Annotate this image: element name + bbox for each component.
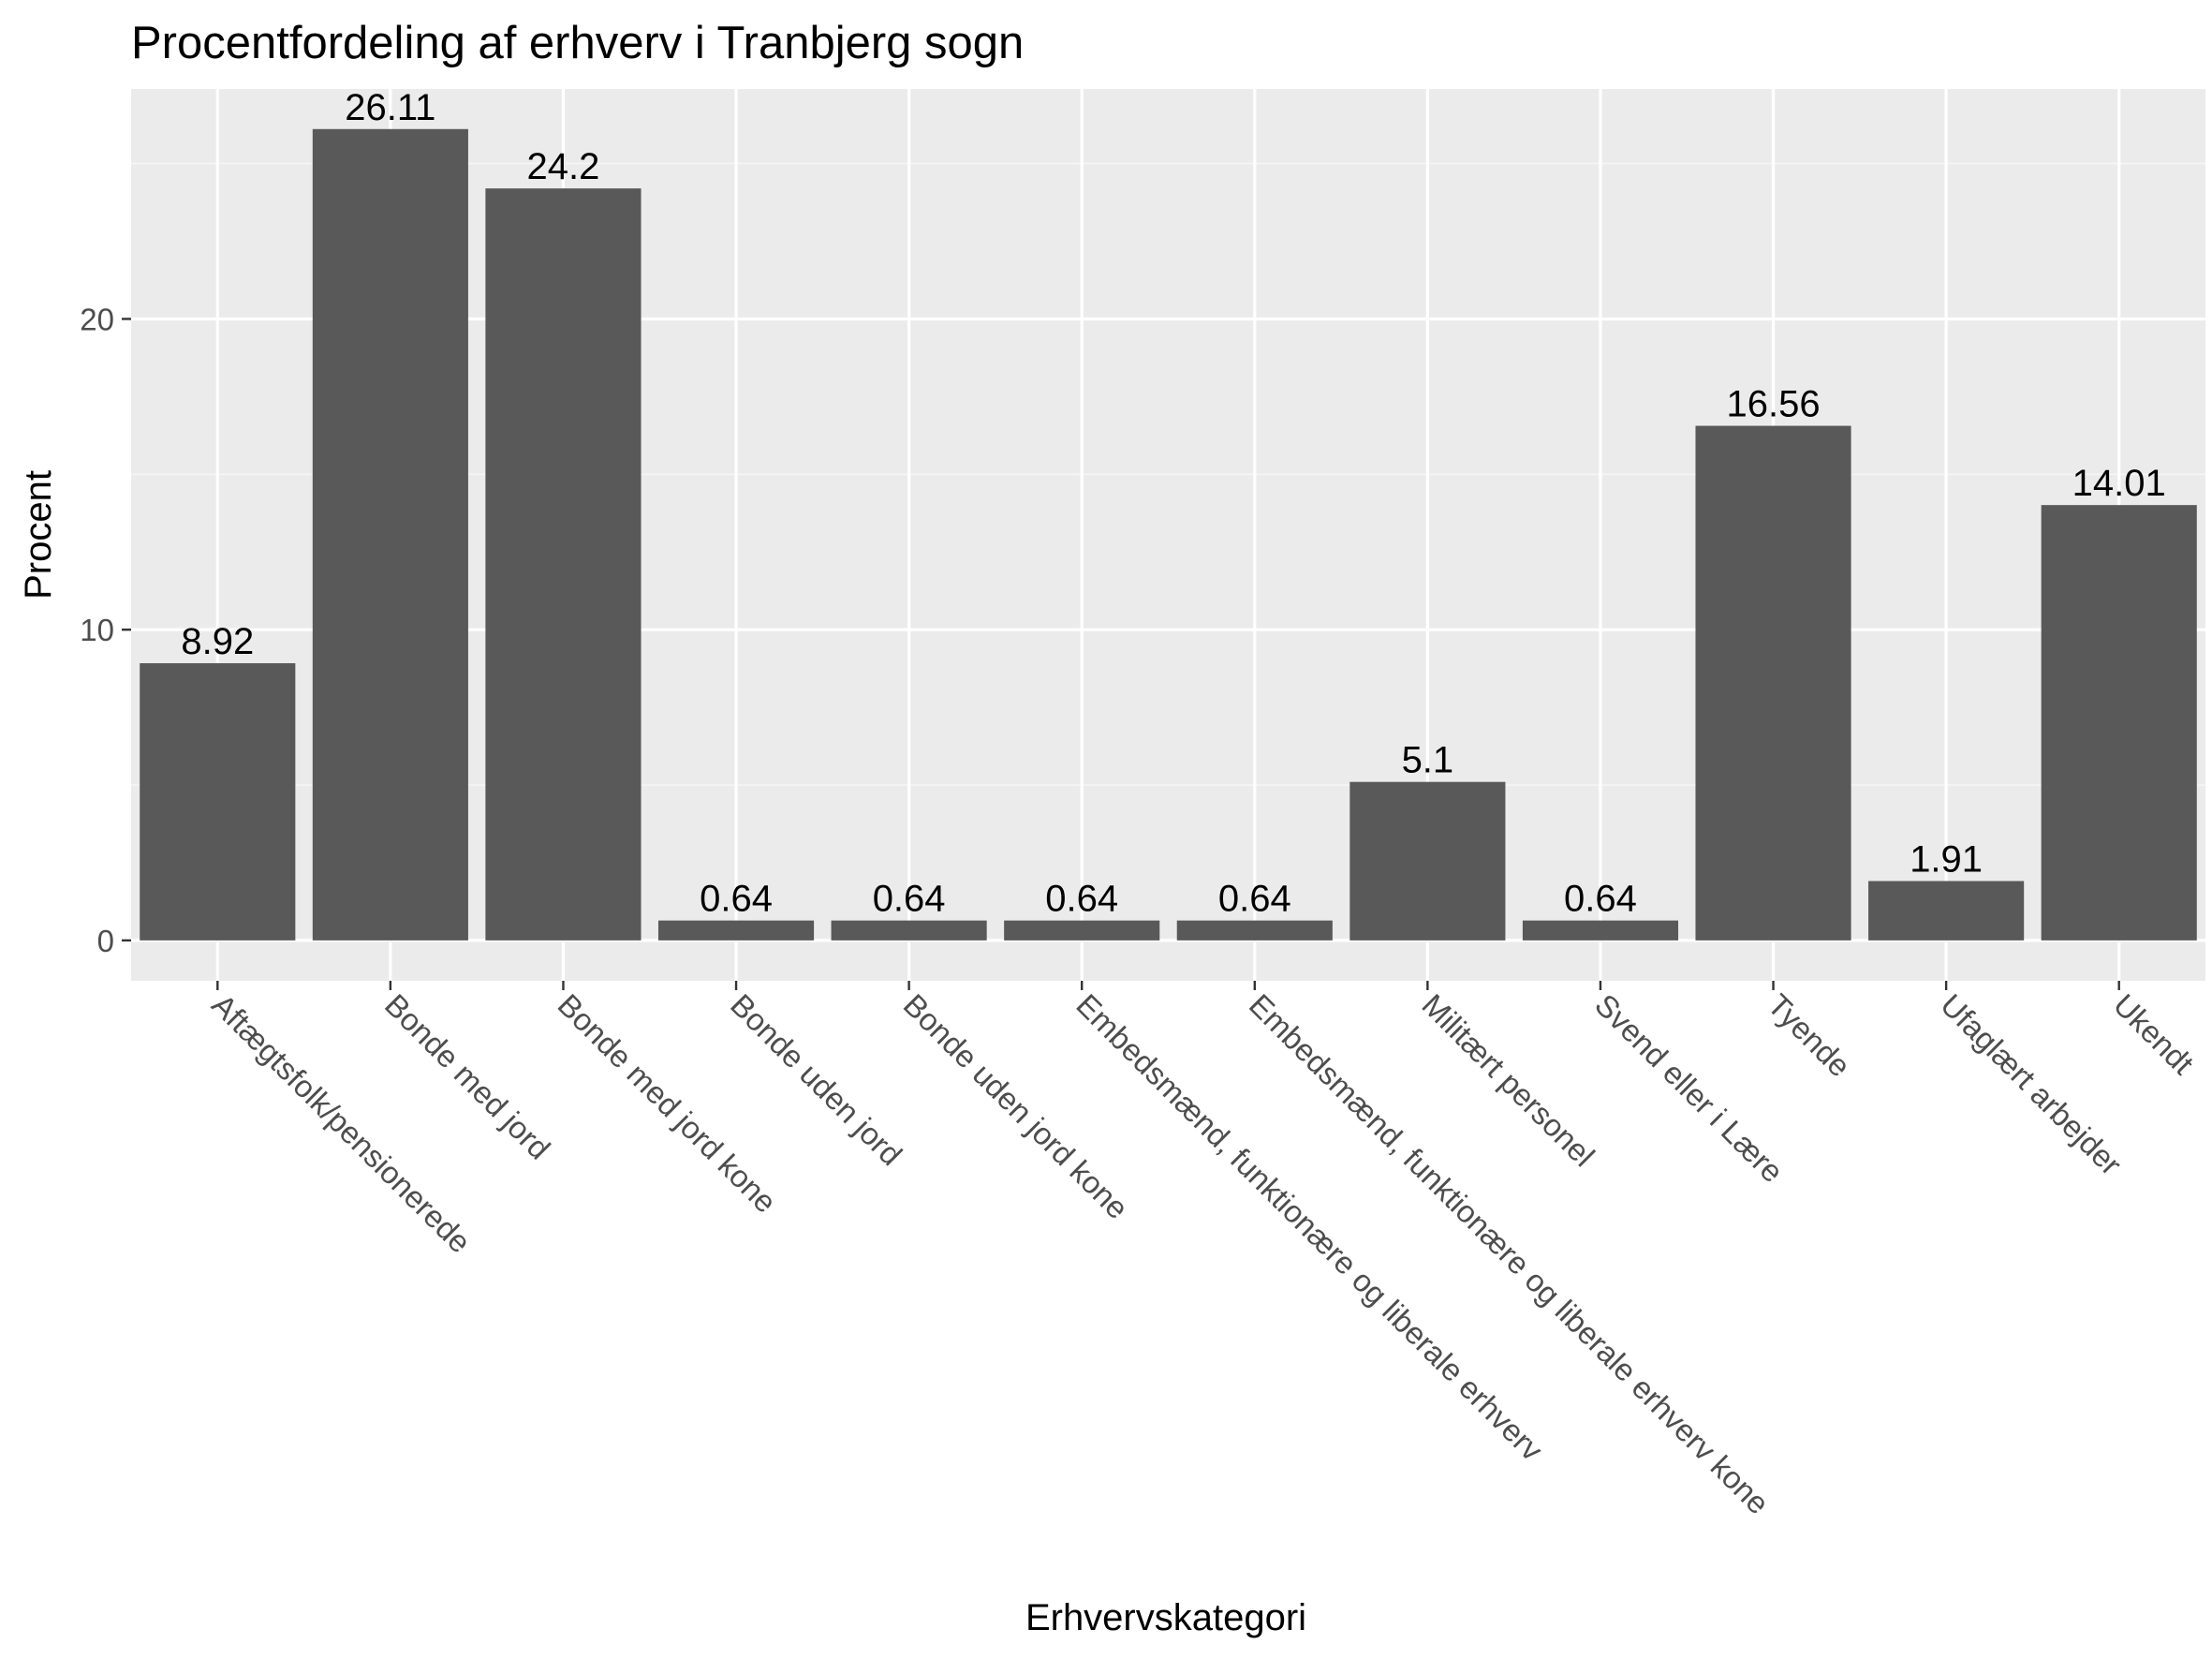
bar xyxy=(1004,920,1160,941)
bar-value-label: 14.01 xyxy=(2072,463,2166,504)
bar-value-label: 16.56 xyxy=(1726,384,1820,425)
x-tick-label: Bonde med jord xyxy=(378,987,557,1166)
y-tick-label: 0 xyxy=(97,924,114,958)
bar-value-label: 0.64 xyxy=(1218,879,1291,920)
bars xyxy=(140,128,2197,941)
bar xyxy=(312,128,468,941)
bar-value-label: 0.64 xyxy=(1564,879,1637,920)
bar-value-label: 5.1 xyxy=(1402,740,1454,781)
x-tick-label: Tyende xyxy=(1762,987,1858,1084)
bar xyxy=(140,662,296,941)
y-tick-label: 10 xyxy=(80,613,114,647)
x-tick-label: Militært personel xyxy=(1415,987,1601,1174)
bar-value-label: 0.64 xyxy=(1045,879,1118,920)
bar-value-label: 0.64 xyxy=(873,879,946,920)
chart-title: Procentfordeling af erhverv i Tranbjerg … xyxy=(131,18,1024,68)
minor-gridlines xyxy=(131,162,2205,786)
bar-value-label: 26.11 xyxy=(345,87,435,128)
bar xyxy=(1695,425,1851,941)
y-tick-label: 20 xyxy=(80,302,114,336)
x-tick-label: Bonde uden jord xyxy=(724,987,908,1172)
bar xyxy=(657,920,815,941)
bar xyxy=(1868,881,2025,941)
bar xyxy=(2041,505,2197,941)
bar xyxy=(1522,920,1679,941)
x-tick-label: Ukendt xyxy=(2107,987,2201,1081)
x-axis-title: Erhvervskategori xyxy=(1025,1597,1306,1638)
x-tick-label: Ufaglært arbejder xyxy=(1934,987,2129,1182)
plot-panel xyxy=(131,89,2205,981)
bar-value-label: 0.64 xyxy=(700,879,773,920)
bar-value-label: 1.91 xyxy=(1910,839,1983,881)
bar xyxy=(831,920,987,941)
y-axis: 0 10 20 xyxy=(80,302,131,958)
bar-value-label: 8.92 xyxy=(181,621,254,662)
bar xyxy=(1349,781,1506,941)
y-axis-title: Procent xyxy=(18,470,59,600)
x-tick-label: Svend eller i Lære xyxy=(1588,987,1791,1190)
bar xyxy=(485,188,641,941)
bar-value-labels: 8.92 26.11 24.2 0.64 0.64 0.64 0.64 5.1 0.64 16.5… xyxy=(181,87,2165,920)
bar-value-label: 24.2 xyxy=(527,146,600,187)
bar xyxy=(1176,920,1333,941)
